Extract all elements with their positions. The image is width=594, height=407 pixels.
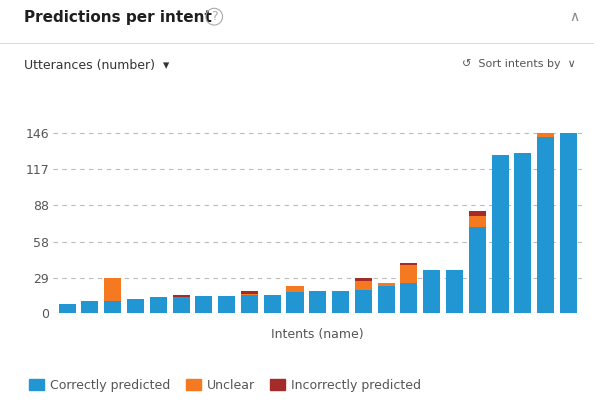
Bar <box>286 292 304 313</box>
Bar <box>378 282 394 286</box>
Bar <box>492 155 508 313</box>
Bar <box>104 278 121 301</box>
Bar <box>355 290 372 313</box>
Text: ∧: ∧ <box>569 10 579 24</box>
Bar <box>469 211 486 216</box>
Bar <box>560 133 577 313</box>
Bar <box>218 296 235 313</box>
Bar <box>241 295 258 313</box>
Bar <box>172 298 189 313</box>
Bar <box>537 137 554 313</box>
Text: ?: ? <box>211 10 217 23</box>
Bar <box>355 278 372 281</box>
Bar <box>309 291 326 313</box>
Bar <box>264 295 281 313</box>
Bar <box>469 216 486 227</box>
Bar <box>172 295 189 298</box>
Bar <box>286 286 304 292</box>
Bar <box>400 265 418 282</box>
Bar <box>469 227 486 313</box>
Bar <box>446 270 463 313</box>
Bar <box>127 299 144 313</box>
Bar <box>514 153 532 313</box>
Text: ↺  Sort intents by  ∨: ↺ Sort intents by ∨ <box>463 59 576 69</box>
Bar <box>104 301 121 313</box>
Bar <box>400 263 418 265</box>
Bar <box>332 291 349 313</box>
Bar <box>400 282 418 313</box>
Bar <box>537 133 554 137</box>
Bar <box>81 301 99 313</box>
Bar <box>241 293 258 295</box>
Bar <box>241 291 258 293</box>
Text: Predictions per intent: Predictions per intent <box>24 10 211 25</box>
Bar <box>150 298 167 313</box>
Bar <box>195 296 213 313</box>
Bar <box>423 270 440 313</box>
Legend: Correctly predicted, Unclear, Incorrectly predicted: Correctly predicted, Unclear, Incorrectl… <box>24 374 426 397</box>
Bar <box>59 304 75 313</box>
Text: Utterances (number)  ▾: Utterances (number) ▾ <box>24 59 169 72</box>
Bar <box>355 281 372 290</box>
Bar <box>378 286 394 313</box>
Text: Intents (name): Intents (name) <box>271 328 364 341</box>
